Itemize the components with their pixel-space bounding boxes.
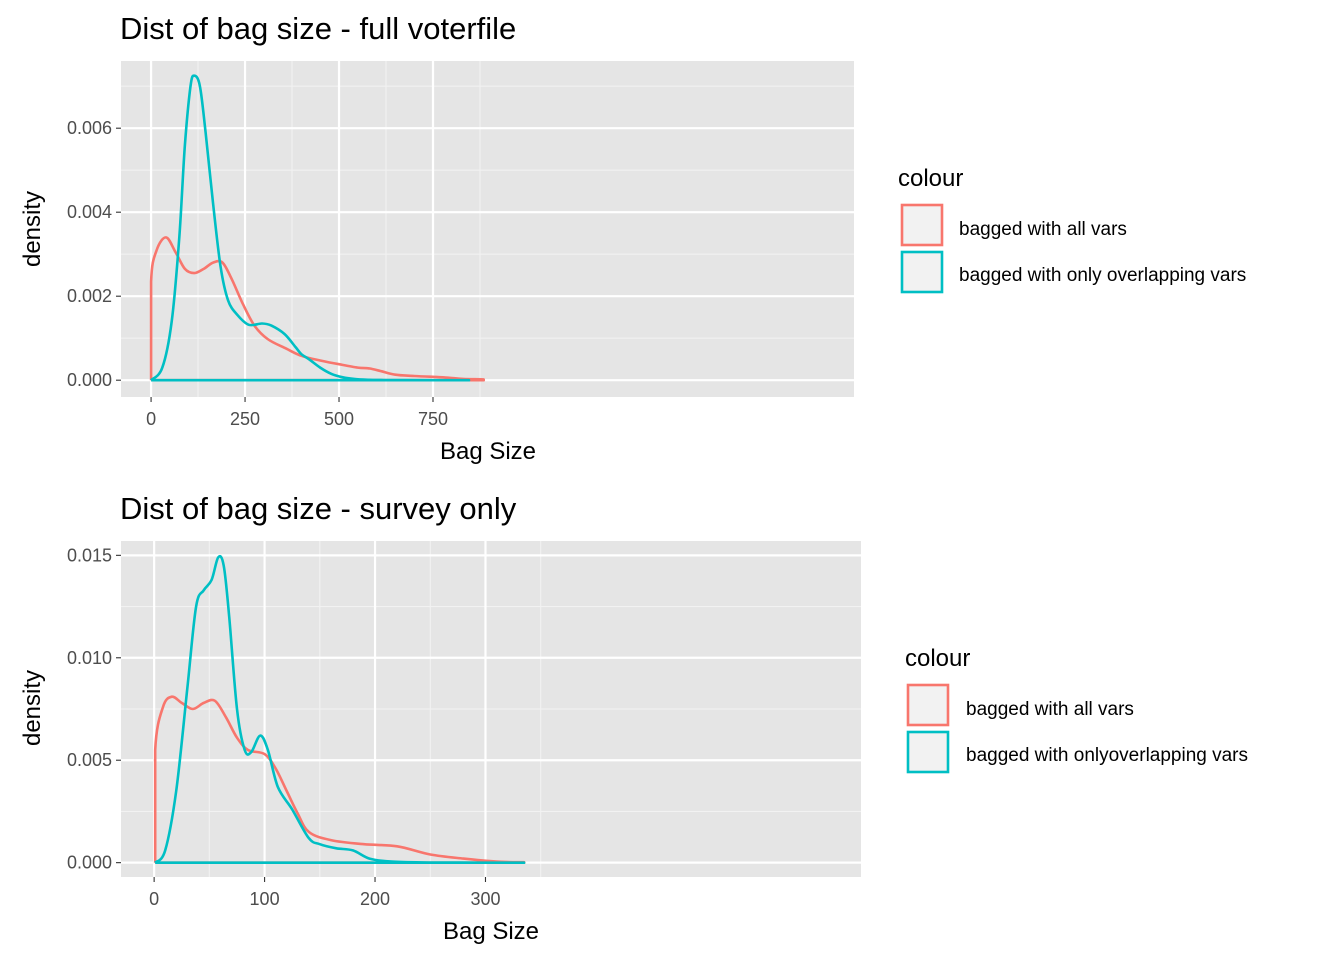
y-tick-label: 0.000 [67,853,112,873]
density-curve-all-vars [149,236,485,382]
x-tick-label: 250 [230,409,260,429]
y-tick-label: 0.002 [67,286,112,306]
x-tick-label: 100 [250,889,280,909]
x-tick-label: 0 [149,889,159,909]
y-axis-title-2: density [19,670,46,746]
x-tick-label: 300 [470,889,500,909]
legend-title-1: colour [898,165,963,192]
plot-title-2: Dist of bag size - survey only [120,491,517,526]
legend-label-overlapping-vars-2: bagged with onlyoverlapping vars [966,745,1248,766]
y-tick-label: 0.015 [67,545,112,565]
legend-key-all-vars-2 [906,683,950,727]
x-tick-label: 200 [360,889,390,909]
y-tick-label: 0.000 [67,370,112,390]
legend-label-all-vars-2: bagged with all vars [966,699,1134,720]
legend-key-overlapping-vars-2 [906,730,950,774]
density-curve-overlapping-vars [150,74,471,382]
x-tick-label: 750 [418,409,448,429]
panel-background [121,61,854,397]
legend-label-overlapping-vars-1: bagged with only overlapping vars [959,265,1246,286]
legend-title-2: colour [905,645,970,672]
y-tick-label: 0.006 [67,118,112,138]
plot-panel-2: 0 100 200 300 0.000 0.005 0.010 0.015 [67,541,861,909]
y-tick-label: 0.004 [67,202,112,222]
legend-key-overlapping-vars-1 [900,250,944,294]
x-axis-title-2: Bag Size [443,918,539,945]
density-curve-overlapping-vars [154,554,526,864]
y-tick-label: 0.010 [67,648,112,668]
x-tick-label: 500 [324,409,354,429]
y-axis-title-1: density [19,191,46,267]
x-tick-label: 0 [146,409,156,429]
legend-key-all-vars-1 [900,203,944,247]
x-axis-title-1: Bag Size [440,438,536,465]
plot-panel-1: 0 250 500 750 0.000 0.002 0.004 0.006 [67,61,854,429]
legend-label-all-vars-1: bagged with all vars [959,219,1127,240]
plot-title-1: Dist of bag size - full voterfile [120,11,516,46]
y-tick-label: 0.005 [67,750,112,770]
